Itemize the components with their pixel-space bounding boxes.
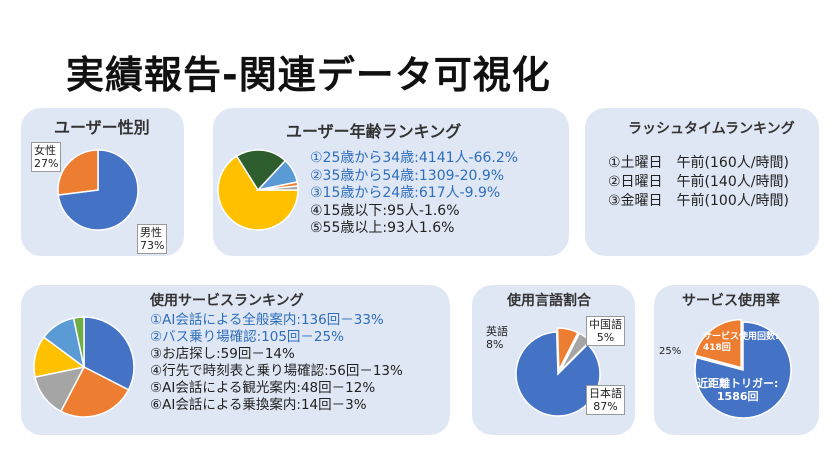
chinese-value: 5% [596, 331, 615, 344]
services-ranking-list: ①AI会話による全般案内:136回－33% ②バス乗り場確認:105回－25% … [150, 312, 403, 414]
pie-slice-2 [693, 318, 742, 369]
japanese-name: 日本語 [589, 387, 622, 400]
usage-rate-pie-chart [693, 318, 792, 419]
service-entry: ①AI会話による全般案内:136回－33% [150, 312, 384, 328]
service-entry: ⑤AI会話による観光案内:48回－12% [150, 380, 376, 396]
language-chart-title: 使用言語割合 [507, 293, 591, 309]
trigger-name: 近距離トリガー: [697, 377, 779, 390]
pie-slice-1 [694, 321, 792, 419]
pie-slice-2 [57, 149, 99, 196]
age-entry: ①25歳から34歳:4141人-66.2% [310, 150, 519, 166]
usage-outside-label: 25% [659, 346, 682, 357]
pie-slice-2 [235, 149, 287, 192]
pie-slice-1 [83, 316, 135, 391]
english-value: 8% [486, 338, 504, 351]
services-pie-chart [33, 316, 135, 418]
service-count-name: サービス使用回数: [703, 332, 779, 342]
age-entry: ④15歳以下:95人-1.6% [310, 202, 460, 219]
age-ranking-list: ①25歳から34歳:4141人-66.2% ②35歳から54歳:1309-20.… [310, 150, 518, 238]
rush-chart-title: ラッシュタイムランキング [628, 121, 795, 137]
rush-entry: ②日曜日 午前(140人/時間) [608, 174, 789, 190]
age-entry: ③15歳から24歳:617人-9.9% [310, 185, 501, 201]
language-label-japanese: 日本語 87% [586, 385, 625, 415]
usage-rate-chart-title: サービス使用率 [682, 293, 780, 309]
age-entry: ⑤55歳以上:93人1.6% [310, 220, 455, 236]
age-pie-chart [217, 149, 299, 231]
language-label-english: 英語 8% [486, 325, 508, 351]
english-name: 英語 [486, 325, 508, 338]
service-entry: ④行先で時刻表と乗り場確認:56回－13% [150, 363, 403, 379]
trigger-value: 1586回 [716, 390, 759, 403]
age-chart-title: ユーザー年齢ランキング [286, 122, 462, 141]
gender-label-male: 男性 73% [137, 224, 168, 254]
female-name: 女性 [34, 144, 56, 157]
pie-slice-1 [515, 331, 601, 417]
japanese-value: 87% [593, 400, 618, 413]
gender-pie-chart [57, 149, 139, 231]
usage-label-service: サービス使用回数: 418回 [703, 332, 779, 354]
rush-panel [585, 108, 819, 256]
pie-slice-2 [556, 327, 579, 371]
rush-entry: ①土曜日 午前(160人/時間) [608, 155, 789, 171]
pie-slice-5 [257, 185, 299, 191]
male-name: 男性 [140, 226, 162, 239]
pie-slice-6 [72, 316, 85, 368]
language-label-chinese: 中国語 5% [586, 316, 625, 346]
service-entry: ②バス乗り場確認:105回－25% [150, 329, 344, 345]
services-chart-title: 使用サービスランキング [150, 293, 304, 309]
gender-chart-title: ユーザー性別 [54, 118, 150, 137]
language-pie-chart [515, 327, 601, 417]
pie-slice-1 [217, 155, 299, 231]
rush-ranking-list: ①土曜日 午前(160人/時間) ②日曜日 午前(140人/時間) ③金曜日 午… [608, 154, 789, 211]
service-entry: ③お店探し:59回－14% [150, 346, 295, 362]
service-entry: ⑥AI会話による乗換案内:14回－3% [150, 397, 367, 413]
service-count-value: 418回 [703, 343, 731, 353]
chinese-name: 中国語 [589, 318, 622, 331]
gender-label-female: 女性 27% [31, 142, 62, 172]
age-entry: ②35歳から54歳:1309-20.9% [310, 167, 505, 184]
rush-entry: ③金曜日 午前(100人/時間) [608, 193, 789, 209]
female-value: 27% [34, 157, 59, 170]
male-value: 73% [140, 239, 165, 252]
page-title: 実績報告-関連データ可視化 [66, 53, 551, 97]
usage-label-trigger: 近距離トリガー: 1586回 [697, 377, 778, 403]
